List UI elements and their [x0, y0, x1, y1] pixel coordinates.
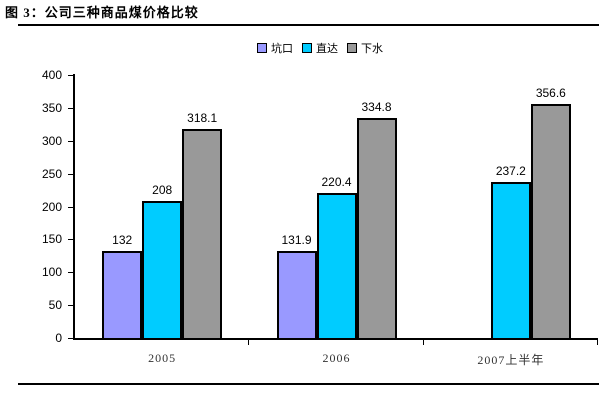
y-axis-tick [68, 338, 73, 339]
bar-value-label: 208 [152, 183, 173, 198]
y-axis-tick [68, 173, 73, 175]
y-tick-label: 100 [41, 265, 62, 280]
y-axis-tick [68, 272, 73, 274]
bar-value-label: 220.4 [321, 175, 352, 190]
x-category-label: 2006 [322, 351, 351, 365]
legend-swatch-icon [257, 43, 267, 53]
x-axis-tick [597, 340, 598, 345]
bar-value-label: 356.6 [535, 85, 566, 100]
legend-swatch-icon [347, 43, 357, 53]
y-axis-line [73, 74, 75, 340]
y-tick-label: 250 [41, 166, 62, 181]
y-axis-tick [68, 75, 73, 76]
legend-label: 下水 [361, 43, 383, 55]
bar-直达-2007上半年 [490, 182, 531, 338]
bottom-rule [18, 383, 599, 385]
bar-value-label: 132 [112, 233, 133, 248]
bar-直达-2005 [142, 201, 183, 338]
legend-label: 坑口 [271, 43, 293, 55]
y-tick-label: 200 [41, 199, 62, 214]
y-axis-tick [68, 206, 73, 208]
bar-value-label: 237.2 [495, 164, 526, 179]
chart-legend: 坑口 直达 下水 [20, 40, 600, 56]
legend-item-坑口: 坑口 [257, 40, 293, 56]
y-tick-label: 50 [48, 298, 62, 313]
bar-value-label: 318.1 [187, 110, 218, 125]
y-tick-label: 400 [41, 68, 62, 82]
legend-label: 直达 [316, 43, 338, 55]
x-axis-tick [248, 340, 250, 345]
y-axis-tick [68, 140, 73, 142]
bar-坑口-2005 [102, 251, 143, 338]
bar-value-label: 131.9 [281, 233, 312, 248]
y-axis-tick [68, 107, 73, 109]
y-axis-tick [68, 239, 73, 241]
bar-下水-2006 [356, 117, 397, 338]
bar-坑口-2006 [276, 251, 317, 338]
x-axis-line [73, 338, 598, 340]
legend-item-直达: 直达 [302, 40, 338, 56]
y-tick-label: 300 [41, 133, 62, 148]
bar-value-label: 334.8 [361, 99, 392, 114]
x-category-label: 2007上半年 [477, 353, 545, 367]
bar-下水-2005 [182, 128, 223, 338]
y-axis-tick [68, 305, 73, 307]
y-tick-label: 150 [41, 232, 62, 247]
y-tick-label: 350 [41, 100, 62, 115]
x-category-label: 2005 [148, 351, 177, 365]
legend-item-下水: 下水 [347, 40, 383, 56]
top-rule [18, 24, 599, 26]
bar-直达-2006 [316, 193, 357, 338]
x-axis-tick [422, 340, 424, 345]
y-tick-label: 0 [55, 331, 62, 345]
legend-swatch-icon [302, 43, 312, 53]
bar-下水-2007上半年 [530, 103, 571, 338]
figure-title: 图 3：公司三种商品煤价格比较 [5, 5, 199, 20]
